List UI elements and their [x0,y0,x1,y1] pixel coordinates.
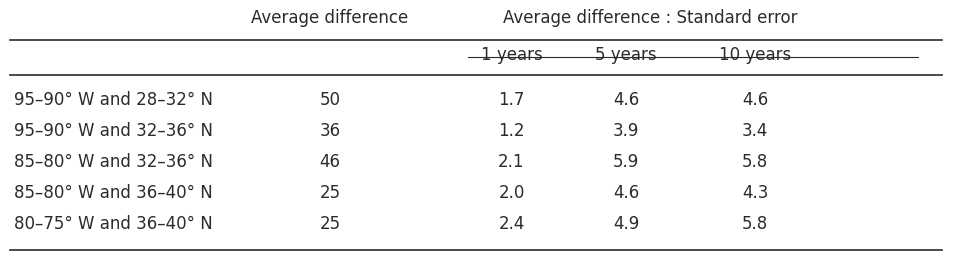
Text: 2.0: 2.0 [498,184,525,202]
Text: 85–80° W and 32–36° N: 85–80° W and 32–36° N [14,153,213,171]
Text: 5.9: 5.9 [613,153,640,171]
Text: 1.2: 1.2 [498,122,525,140]
Text: 4.3: 4.3 [742,184,769,202]
Text: 95–90° W and 28–32° N: 95–90° W and 28–32° N [14,91,213,109]
Text: 25: 25 [319,215,340,233]
Text: 85–80° W and 36–40° N: 85–80° W and 36–40° N [14,184,213,202]
Text: 80–75° W and 36–40° N: 80–75° W and 36–40° N [14,215,213,233]
Text: 1.7: 1.7 [498,91,525,109]
Text: 5.8: 5.8 [742,215,769,233]
Text: Average difference : Standard error: Average difference : Standard error [503,9,797,27]
Text: 3.9: 3.9 [613,122,640,140]
Text: 4.6: 4.6 [613,184,640,202]
Text: 25: 25 [319,184,340,202]
Text: 46: 46 [319,153,340,171]
Text: 5 years: 5 years [596,46,657,64]
Text: 10 years: 10 years [719,46,792,64]
Text: 2.4: 2.4 [498,215,525,233]
Text: 4.6: 4.6 [613,91,640,109]
Text: 50: 50 [319,91,340,109]
Text: 95–90° W and 32–36° N: 95–90° W and 32–36° N [14,122,213,140]
Text: 2.1: 2.1 [498,153,525,171]
Text: 5.8: 5.8 [742,153,769,171]
Text: 4.9: 4.9 [613,215,640,233]
Text: 36: 36 [319,122,340,140]
Text: 4.6: 4.6 [742,91,769,109]
Text: 1 years: 1 years [481,46,542,64]
Text: 3.4: 3.4 [742,122,769,140]
Text: Average difference: Average difference [251,9,408,27]
